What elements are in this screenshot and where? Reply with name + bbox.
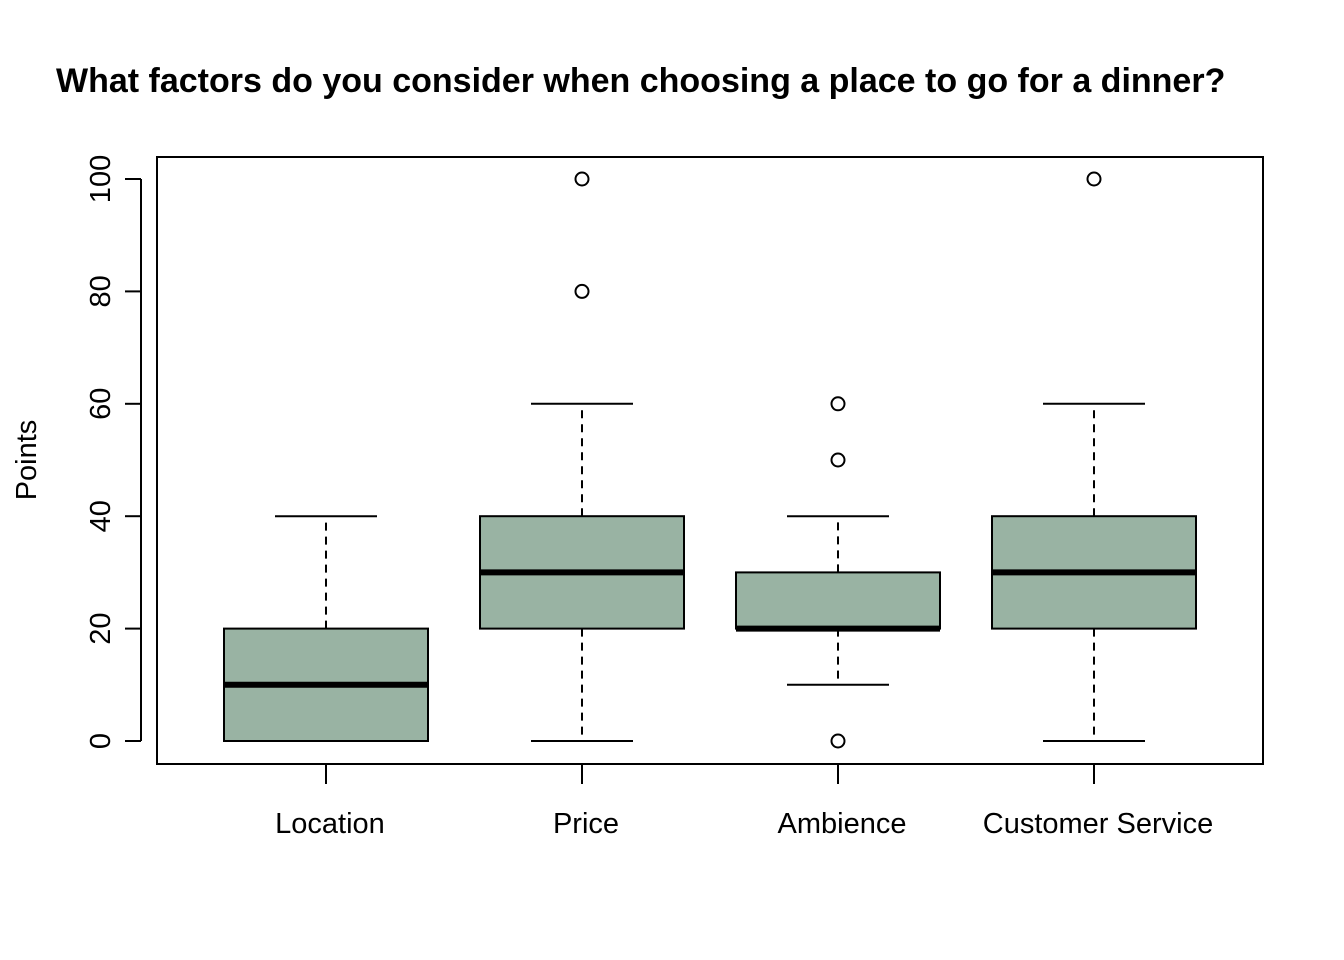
plot-frame [156,156,1264,765]
outlier-point [1086,171,1102,187]
y-tick-label: 40 [85,500,117,532]
outlier-point [830,733,846,749]
outlier-point [830,452,846,468]
x-tick-label: Location [275,808,385,840]
x-tick-label: Price [553,808,619,840]
y-axis: 0 20 40 60 80 100 [85,155,142,749]
y-tick-label: 0 [85,733,117,749]
outlier-point [830,396,846,412]
iqr-box [735,571,941,630]
box-series [223,171,1197,749]
outlier-point [574,171,590,187]
box-group [991,171,1197,742]
x-axis: Location Price Ambience Customer Service [275,764,1213,840]
y-tick-label: 100 [85,155,117,203]
y-axis-label: Points [11,420,43,501]
box-group [223,515,429,742]
y-tick-label: 20 [85,612,117,644]
box-group [479,171,685,742]
x-tick-label: Ambience [778,808,907,840]
outlier-point [574,283,590,299]
y-tick-label: 80 [85,275,117,307]
box-group [735,396,941,749]
y-tick-label: 60 [85,388,117,420]
x-tick-label: Customer Service [983,808,1213,840]
chart-title: What factors do you consider when choosi… [56,62,1225,100]
